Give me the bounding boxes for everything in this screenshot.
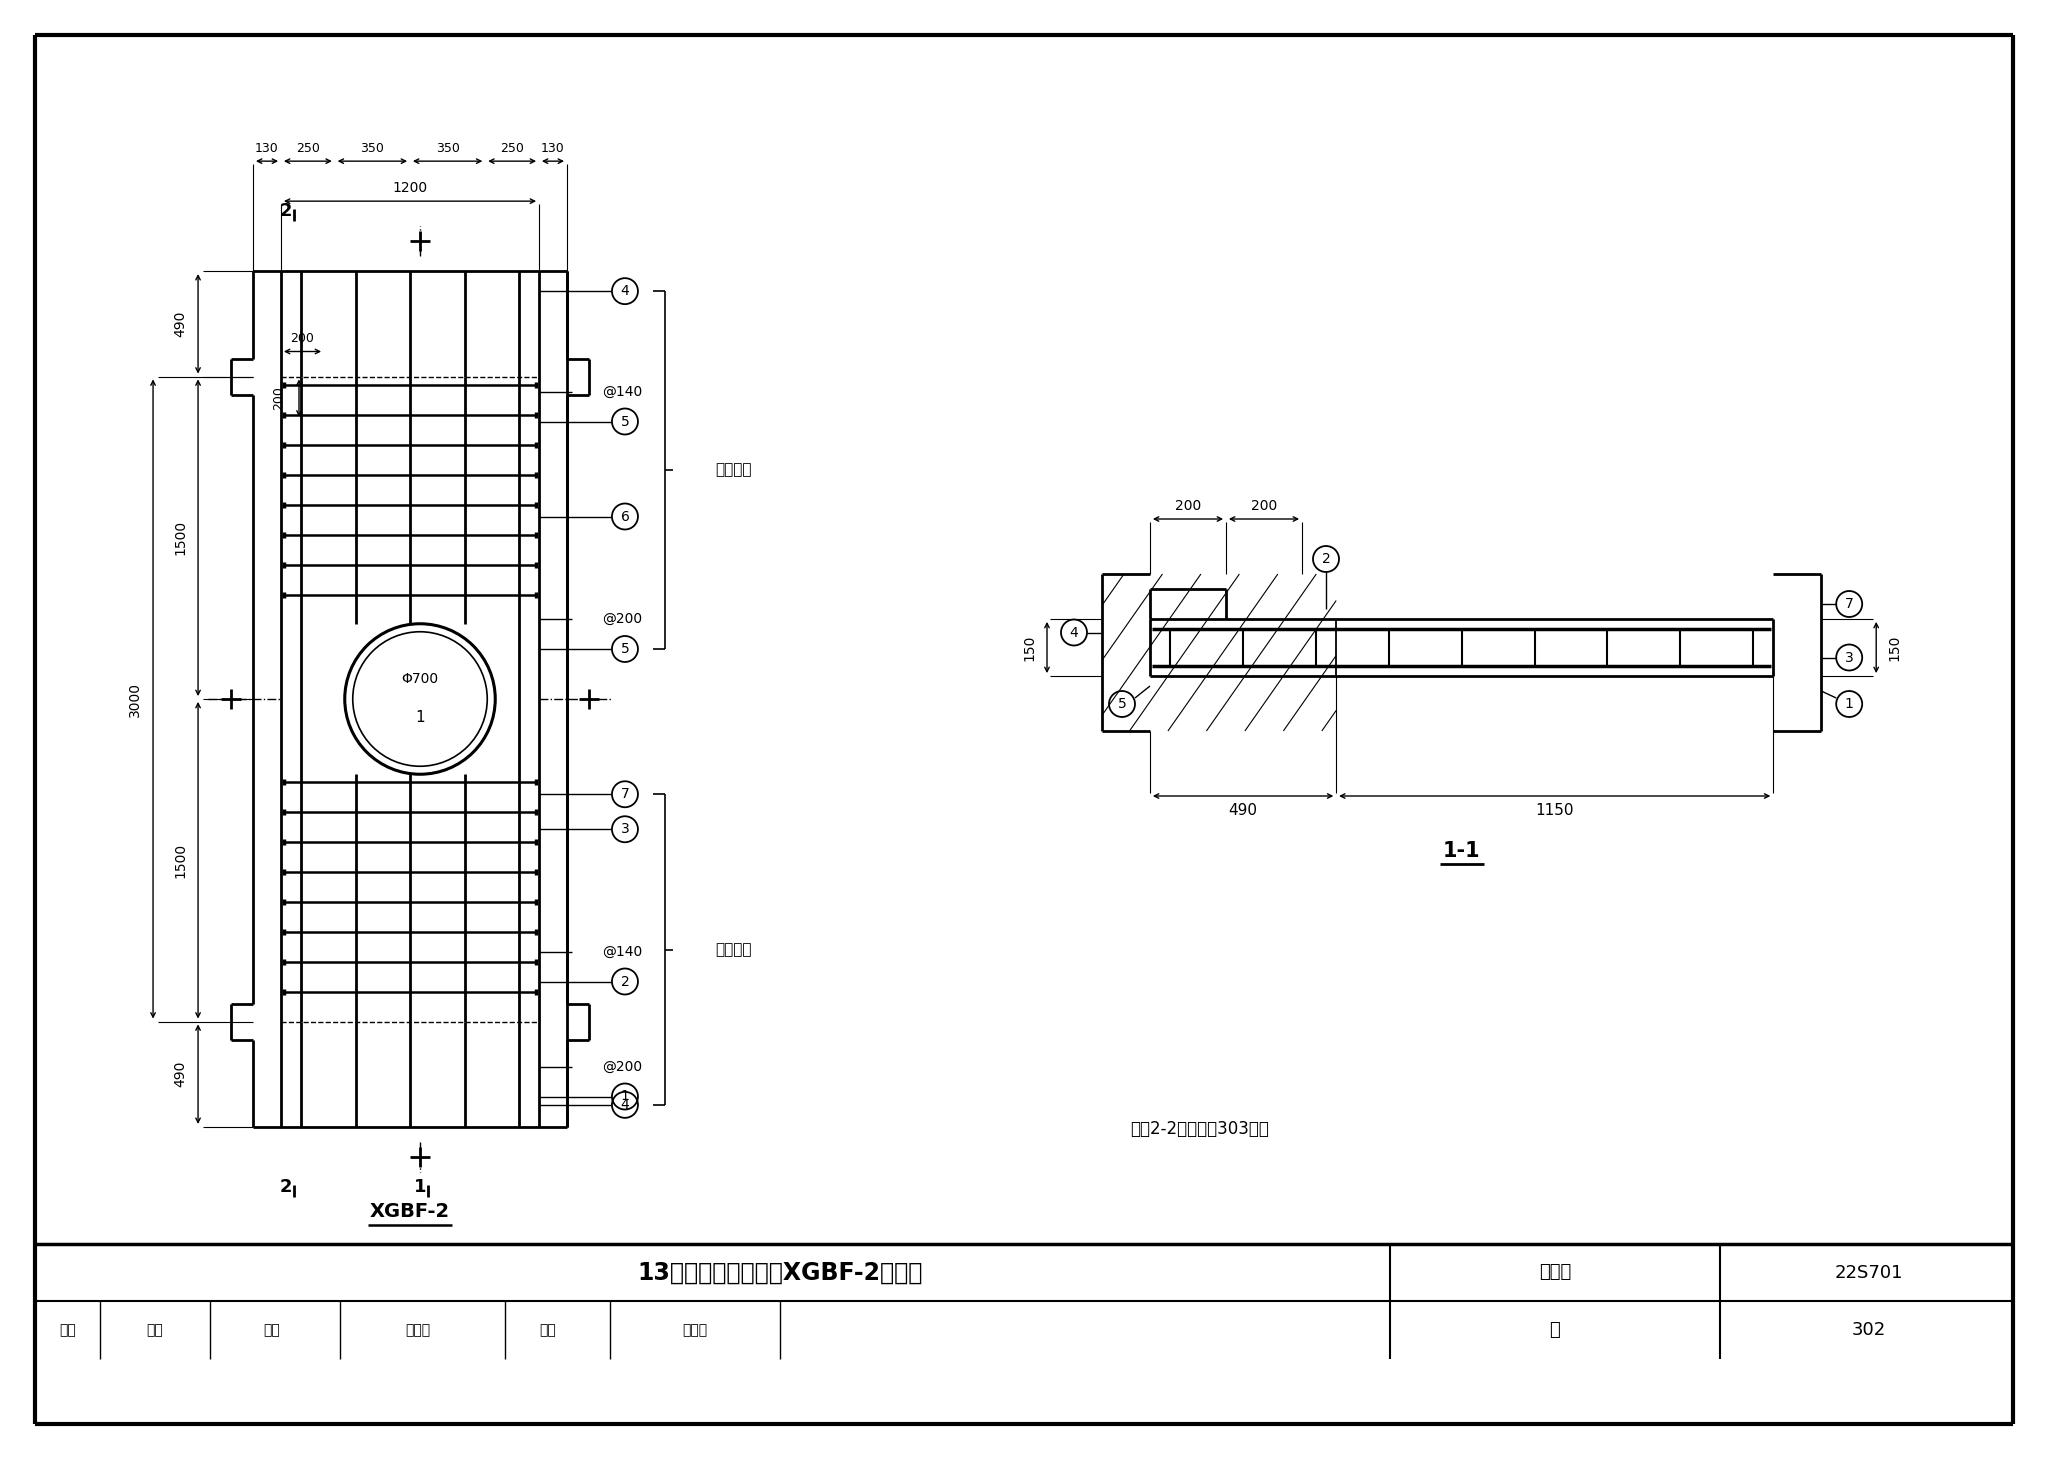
Text: 200: 200 bbox=[272, 387, 285, 410]
Text: 4: 4 bbox=[621, 1097, 629, 1112]
Text: 1150: 1150 bbox=[1536, 802, 1575, 817]
Text: 3: 3 bbox=[621, 823, 629, 836]
Text: 302: 302 bbox=[1851, 1320, 1886, 1339]
Text: 13号化粪池现浇盖板XGBF-2配筋图: 13号化粪池现浇盖板XGBF-2配筋图 bbox=[637, 1261, 924, 1284]
Text: 250: 250 bbox=[297, 142, 319, 155]
Text: 1: 1 bbox=[416, 709, 424, 725]
Text: @140: @140 bbox=[602, 944, 643, 959]
Text: 200: 200 bbox=[1251, 499, 1278, 514]
Text: 490: 490 bbox=[172, 311, 186, 337]
Text: @200: @200 bbox=[602, 1059, 643, 1074]
Text: 7: 7 bbox=[1845, 597, 1853, 611]
Text: 7: 7 bbox=[621, 788, 629, 801]
Text: 2: 2 bbox=[1321, 552, 1331, 566]
Text: 22S701: 22S701 bbox=[1835, 1263, 1903, 1281]
Text: 4: 4 bbox=[1069, 626, 1079, 639]
Text: 1-1: 1-1 bbox=[1442, 840, 1481, 861]
Text: @140: @140 bbox=[602, 385, 643, 398]
Text: 5: 5 bbox=[1118, 697, 1126, 711]
Text: 王军: 王军 bbox=[147, 1323, 164, 1336]
Text: 150: 150 bbox=[1886, 635, 1901, 661]
Text: 150: 150 bbox=[1022, 635, 1036, 661]
Text: @200: @200 bbox=[602, 611, 643, 626]
Text: 2: 2 bbox=[621, 975, 629, 989]
Text: 2: 2 bbox=[281, 1177, 293, 1196]
Text: 490: 490 bbox=[172, 1061, 186, 1087]
Text: 注：2-2剖面见第303页。: 注：2-2剖面见第303页。 bbox=[1130, 1121, 1270, 1138]
Text: 下层钢筋: 下层钢筋 bbox=[715, 943, 752, 957]
Text: 490: 490 bbox=[1229, 802, 1257, 817]
Text: 250: 250 bbox=[500, 142, 524, 155]
Text: 洪财淡: 洪财淡 bbox=[406, 1323, 430, 1336]
Text: 审核: 审核 bbox=[59, 1323, 76, 1336]
Text: 200: 200 bbox=[291, 333, 315, 344]
Text: 5: 5 bbox=[621, 414, 629, 429]
Text: 130: 130 bbox=[256, 142, 279, 155]
Text: 页: 页 bbox=[1550, 1320, 1561, 1339]
Text: 1500: 1500 bbox=[172, 843, 186, 878]
Text: 3000: 3000 bbox=[129, 681, 141, 716]
Text: 200: 200 bbox=[1176, 499, 1200, 514]
Text: 张凯博: 张凯博 bbox=[682, 1323, 707, 1336]
Text: 1: 1 bbox=[1845, 697, 1853, 711]
Text: XGBF-2: XGBF-2 bbox=[371, 1202, 451, 1221]
Text: 设计: 设计 bbox=[539, 1323, 557, 1336]
Text: 2: 2 bbox=[281, 203, 293, 220]
Text: Φ700: Φ700 bbox=[401, 673, 438, 686]
Text: 5: 5 bbox=[621, 642, 629, 657]
Text: 校对: 校对 bbox=[264, 1323, 281, 1336]
Text: 350: 350 bbox=[360, 142, 385, 155]
Text: 6: 6 bbox=[621, 509, 629, 524]
Text: 1500: 1500 bbox=[172, 521, 186, 556]
Text: 3: 3 bbox=[1845, 651, 1853, 664]
Text: 1200: 1200 bbox=[393, 181, 428, 196]
Text: 4: 4 bbox=[621, 285, 629, 298]
Text: 图集号: 图集号 bbox=[1538, 1263, 1571, 1281]
Text: 130: 130 bbox=[541, 142, 565, 155]
Text: 350: 350 bbox=[436, 142, 459, 155]
Text: 1: 1 bbox=[621, 1090, 629, 1103]
Text: 1: 1 bbox=[414, 1177, 426, 1196]
Text: 上层钢筋: 上层钢筋 bbox=[715, 463, 752, 477]
